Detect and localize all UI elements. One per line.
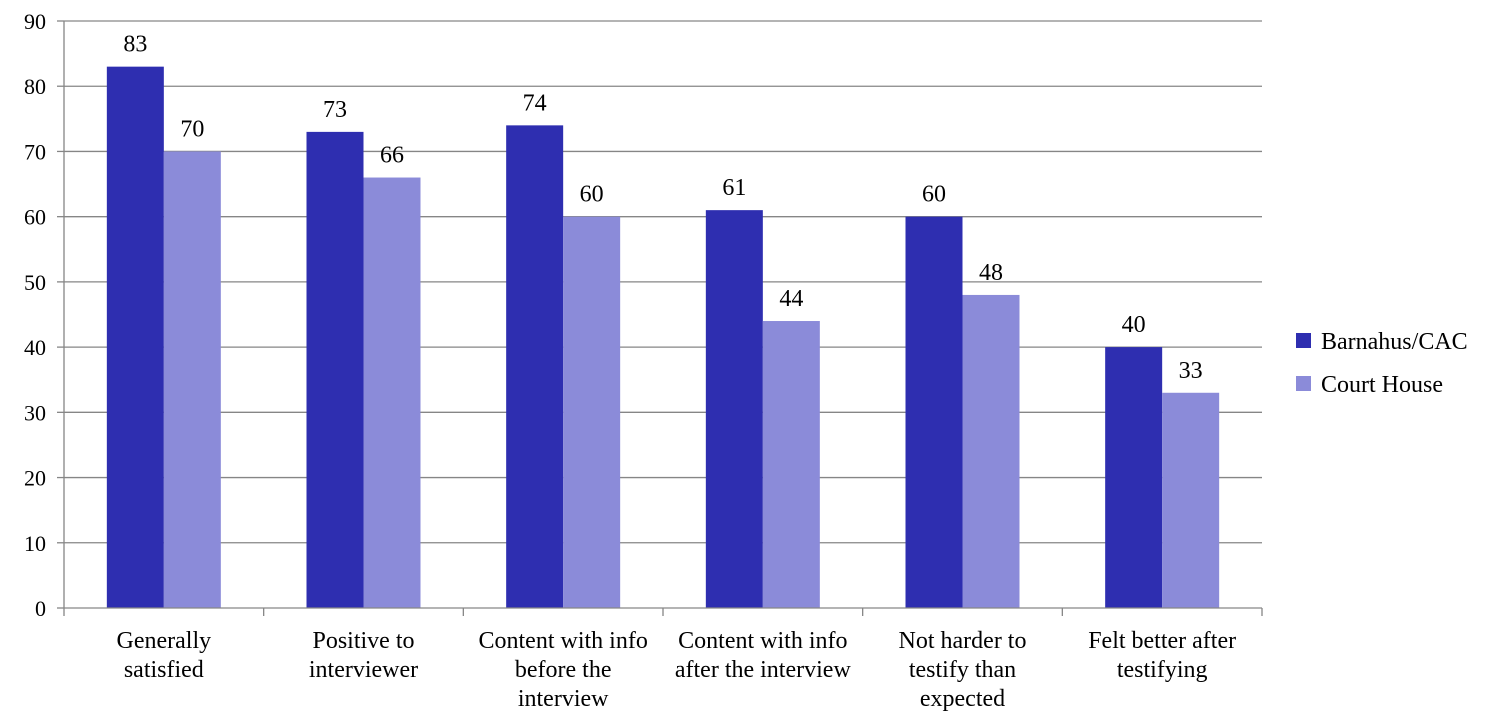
- legend-label: Court House: [1321, 372, 1443, 398]
- bar-barnahus: [905, 216, 963, 608]
- x-category-label-line: testify than: [909, 657, 1016, 683]
- data-label: 61: [722, 175, 746, 201]
- x-category-label-line: Content with info: [678, 628, 847, 654]
- y-tick-label: 40: [24, 335, 46, 360]
- data-label: 60: [580, 182, 604, 208]
- data-label: 73: [323, 97, 347, 123]
- x-category-label-line: satisfied: [124, 657, 204, 683]
- data-label: 48: [979, 260, 1003, 286]
- data-label: 70: [180, 116, 204, 142]
- x-category-label-line: before the: [515, 657, 612, 683]
- data-label: 33: [1179, 358, 1203, 384]
- x-axis: Generally satisfied Positive to interviewer…: [63, 607, 1263, 712]
- x-category-label-line: after the interview: [675, 657, 852, 683]
- y-tick-label: 10: [24, 531, 46, 556]
- data-label: 74: [523, 90, 547, 116]
- data-labels: 83 70 73 66 74 60 61 44 60 48 40 33: [123, 32, 1202, 384]
- x-category-label: Content with info after the interview: [675, 628, 852, 683]
- x-category-label-line: interview: [518, 686, 609, 712]
- legend: Barnahus/CAC Court House: [1296, 329, 1468, 398]
- x-category-label-line: Content with info: [479, 628, 648, 654]
- x-category-label: Positive to interviewer: [309, 628, 418, 683]
- gridlines: [64, 20, 1262, 544]
- bar-court-house: [163, 151, 221, 608]
- bar-court-house: [762, 321, 820, 608]
- x-category-label-line: Generally: [117, 628, 212, 654]
- y-tick-label: 80: [24, 74, 46, 99]
- bar-barnahus: [1105, 347, 1163, 608]
- legend-swatch: [1296, 333, 1311, 348]
- data-label: 40: [1122, 312, 1146, 338]
- x-category-label: Felt better after testifying: [1088, 628, 1236, 683]
- y-tick-label: 30: [24, 400, 46, 425]
- x-category-label-line: Positive to: [312, 628, 414, 654]
- bars: [106, 66, 1220, 609]
- data-label: 66: [380, 143, 404, 169]
- x-category-label: Not harder to testify than expected: [899, 628, 1027, 712]
- x-category-label-line: Not harder to: [899, 628, 1027, 654]
- y-tick-label: 90: [24, 9, 46, 34]
- x-category-label-line: expected: [920, 686, 1005, 712]
- bar-court-house: [363, 177, 421, 609]
- legend-swatch: [1296, 376, 1311, 391]
- x-category-label-line: testifying: [1117, 657, 1208, 683]
- y-axis: 0 10 20 30 40 50 60 70 80 90: [24, 9, 65, 621]
- data-label: 60: [922, 182, 946, 208]
- bar-barnahus: [306, 131, 364, 608]
- y-tick-label: 70: [24, 139, 46, 164]
- data-label: 83: [123, 32, 147, 58]
- y-tick-label: 0: [35, 596, 46, 621]
- bar-barnahus: [506, 125, 564, 608]
- bar-court-house: [1162, 392, 1220, 608]
- data-label: 44: [779, 286, 803, 312]
- bar-barnahus: [705, 210, 763, 608]
- y-tick-label: 60: [24, 205, 46, 230]
- x-category-label: Content with info before the interview: [479, 628, 648, 712]
- y-tick-label: 50: [24, 270, 46, 295]
- y-tick-label: 20: [24, 466, 46, 491]
- bar-court-house: [563, 216, 621, 608]
- bar-court-house: [962, 294, 1020, 608]
- x-category-label-line: Felt better after: [1088, 628, 1236, 654]
- bar-barnahus: [106, 66, 164, 608]
- x-category-label-line: interviewer: [309, 657, 418, 683]
- legend-label: Barnahus/CAC: [1321, 329, 1468, 355]
- x-category-label: Generally satisfied: [117, 628, 212, 683]
